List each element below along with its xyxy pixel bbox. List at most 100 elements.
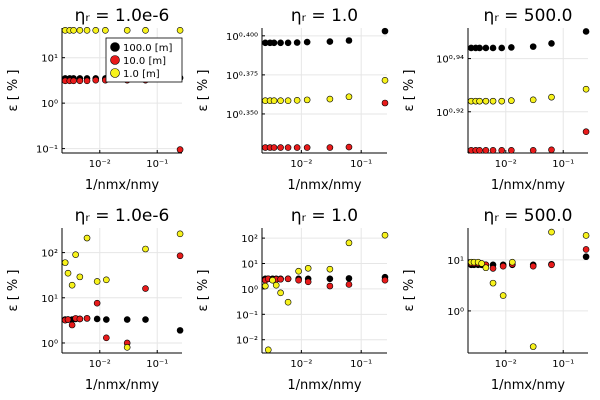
- data-point: [489, 279, 497, 287]
- data-point: [345, 281, 353, 288]
- y-tick-label: 10²: [41, 249, 58, 260]
- data-point: [92, 76, 100, 84]
- x-tick-label: 10⁻²: [495, 159, 517, 170]
- y-axis-label: ε [ % ]: [6, 70, 21, 112]
- subplot-title: ηᵣ = 1.0e-6: [75, 206, 170, 226]
- x-tick-label: 10⁻²: [89, 359, 111, 370]
- y-axis-label: ε [ % ]: [402, 70, 417, 112]
- data-point: [272, 281, 280, 289]
- data-point: [476, 147, 483, 154]
- subplot-1: 10⁻² 10⁻¹ 10⁻¹ 10⁰ 10¹ ηᵣ = 1.0e-6 1/nmx/nmy ε …: [6, 6, 184, 193]
- data-point: [498, 97, 506, 105]
- y-tick-label: 10⁻¹: [236, 310, 258, 321]
- data-point: [582, 253, 590, 261]
- y-tick-label: 10⁰: [447, 307, 464, 318]
- data-point: [270, 39, 278, 47]
- x-tick-label: 10⁻¹: [350, 159, 372, 170]
- y-tick-label: 10⁻¹: [36, 145, 58, 156]
- data-point: [499, 292, 507, 299]
- y-axis-label: ε [ % ]: [402, 270, 417, 312]
- legend-marker: [110, 55, 120, 65]
- data-point: [83, 234, 91, 242]
- y-tick-label: 10⁰·⁹⁴: [436, 55, 464, 66]
- x-tick-label: 10⁻¹: [552, 159, 574, 170]
- y-tick-label: 10²: [241, 234, 258, 245]
- data-point: [92, 27, 100, 34]
- data-point: [68, 321, 76, 329]
- data-point: [72, 251, 79, 258]
- data-point: [303, 38, 311, 46]
- data-point: [476, 44, 483, 52]
- subplot-title: ηᵣ = 500.0: [484, 206, 573, 226]
- data-point: [284, 298, 292, 306]
- data-point: [345, 239, 353, 247]
- x-tick-label: 10⁻²: [290, 359, 312, 370]
- data-point: [93, 278, 101, 285]
- data-point: [345, 93, 353, 101]
- data-point: [70, 77, 77, 85]
- data-point: [548, 40, 555, 47]
- data-point: [123, 27, 131, 34]
- data-point: [284, 275, 292, 283]
- data-point: [93, 315, 101, 323]
- data-point: [529, 262, 537, 270]
- data-point: [489, 44, 497, 52]
- data-point: [83, 315, 91, 322]
- x-axis-label: 1/nmx/nmy: [85, 178, 160, 193]
- data-point: [381, 276, 389, 284]
- data-point: [269, 276, 276, 284]
- data-point: [277, 39, 284, 47]
- data-point: [68, 281, 76, 289]
- x-axis-label: 1/nmx/nmy: [287, 378, 362, 393]
- data-point: [277, 144, 284, 151]
- subplot-2: 10⁻² 10⁻¹ 10⁰·³⁵⁰ 10⁰·³⁷⁵ 10⁰·⁴⁰⁰ ηᵣ = 1.0 1/n…: [196, 6, 389, 193]
- legend-marker: [110, 68, 120, 78]
- y-tick-label: 10⁰·³⁵⁰: [226, 110, 258, 121]
- data-point: [476, 97, 483, 105]
- x-tick-label: 10⁻¹: [350, 359, 372, 370]
- data-point: [489, 97, 497, 105]
- data-point: [93, 299, 101, 307]
- data-point: [489, 265, 497, 272]
- x-axis-label: 1/nmx/nmy: [85, 378, 160, 393]
- data-point: [582, 232, 590, 239]
- data-point: [76, 27, 84, 34]
- data-point: [482, 97, 490, 105]
- data-point: [295, 276, 302, 284]
- data-point: [482, 147, 490, 154]
- data-point: [142, 316, 149, 323]
- data-point: [102, 27, 109, 34]
- data-point: [326, 38, 334, 45]
- data-point: [76, 77, 84, 85]
- data-point: [381, 77, 389, 84]
- data-point: [284, 97, 292, 104]
- data-point: [381, 27, 389, 35]
- data-point: [277, 97, 284, 104]
- subplot-5: 10⁻² 10⁻¹ 10⁻² 10⁻¹ 10⁰ 10¹ 10² ηᵣ = 1.0 1/nmx/n…: [196, 206, 389, 393]
- subplot-title: ηᵣ = 1.0: [291, 206, 358, 226]
- subplot-3: 10⁻² 10⁻¹ 10⁰·⁹² 10⁰·⁹⁴ ηᵣ = 500.0 1/nmx/nmy ε…: [402, 6, 590, 193]
- x-axis-label: 1/nmx/nmy: [491, 178, 566, 193]
- data-point: [142, 27, 149, 34]
- x-tick-label: 10⁻¹: [146, 359, 168, 370]
- data-point: [582, 246, 590, 253]
- data-point: [508, 97, 515, 104]
- data-point: [176, 146, 184, 153]
- y-tick-label: 10⁰·⁴⁰⁰: [226, 32, 258, 43]
- y-tick-label: 10¹: [41, 54, 58, 65]
- data-point: [345, 143, 353, 151]
- data-point: [326, 95, 334, 103]
- legend-label: 100.0 [m]: [123, 43, 172, 54]
- data-point: [303, 144, 311, 151]
- data-point: [548, 146, 555, 154]
- data-point: [509, 258, 516, 266]
- data-point: [381, 99, 389, 107]
- data-point: [478, 260, 485, 267]
- data-point: [303, 96, 311, 104]
- subplot-title: ηᵣ = 500.0: [484, 6, 573, 26]
- y-tick-label: 10¹: [241, 260, 258, 271]
- y-tick-label: 10⁰·³⁷⁵: [226, 71, 258, 82]
- data-point: [529, 343, 537, 350]
- data-point: [529, 147, 537, 154]
